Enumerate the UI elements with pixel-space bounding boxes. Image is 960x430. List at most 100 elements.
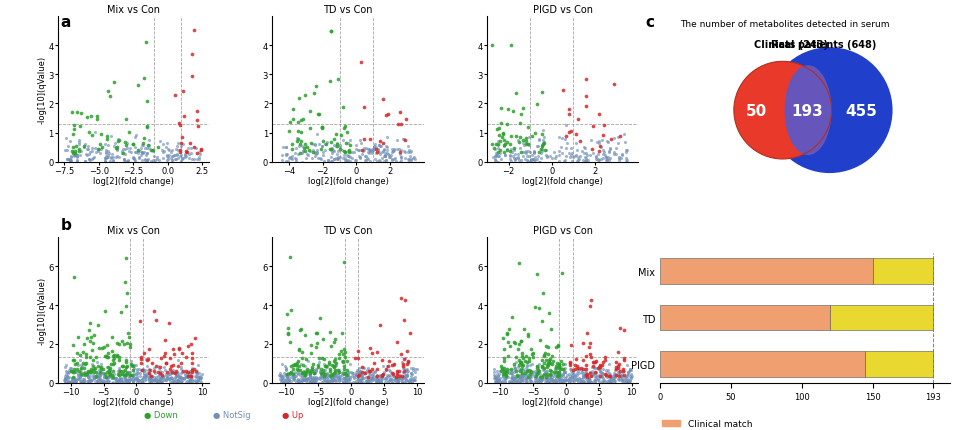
Point [60,367,76,374]
Point [329,143,345,150]
Point [99,373,114,380]
Point [117,372,132,378]
Point [353,371,369,378]
Point [133,356,149,362]
Point [187,373,203,380]
Point [149,377,164,384]
Point [160,157,176,163]
Point [549,375,564,381]
Point [276,375,292,382]
Point [578,369,593,376]
Point [302,370,318,377]
Point [341,149,356,156]
Point [284,154,300,160]
Point [348,371,364,378]
Point [58,375,73,382]
Point [178,372,193,378]
Point [348,355,363,362]
Point [272,372,287,379]
Point [594,369,610,376]
Point [282,377,298,384]
Point [191,375,206,381]
Point [587,377,602,384]
Point [512,157,527,164]
Point [72,374,87,381]
Point [300,375,315,382]
Point [339,378,354,384]
Point [294,377,309,384]
Point [358,157,373,164]
Point [141,138,156,144]
Point [184,364,200,371]
Point [151,157,166,164]
Point [105,367,120,374]
Point [143,158,158,165]
Point [370,376,385,383]
Point [84,356,100,363]
Point [80,374,95,381]
Point [379,147,395,154]
Point [491,377,506,384]
Point [334,370,349,377]
Point [101,374,116,381]
Point [557,377,572,384]
Point [306,379,322,386]
Point [118,378,133,385]
Point [528,373,543,380]
Point [309,340,324,347]
Point [552,369,567,376]
Point [562,375,577,382]
Point [606,375,621,382]
Point [602,374,617,381]
Point [274,375,289,381]
Point [544,376,560,383]
Point [297,144,312,151]
Point [497,371,513,378]
Point [144,147,159,154]
Point [102,372,117,379]
Point [295,349,310,356]
Point [614,378,630,385]
Point [496,137,512,144]
Point [602,371,617,378]
Point [579,353,594,360]
Point [99,369,114,375]
Point [484,141,499,148]
Point [69,369,84,376]
Point [528,374,543,381]
Point [101,89,116,95]
Point [548,379,564,386]
Point [563,362,578,369]
Point [169,369,184,375]
Point [93,132,108,138]
Point [516,372,532,378]
Point [620,378,636,385]
Point [536,138,551,144]
Point [330,367,346,374]
Point [67,379,83,386]
Point [492,150,507,157]
Point [581,157,596,164]
Point [123,372,138,378]
Point [601,361,616,368]
Point [158,144,174,150]
Point [578,158,593,165]
Point [533,146,548,153]
Point [151,362,166,369]
Point [365,375,380,381]
Point [194,371,209,378]
Point [64,148,80,155]
Bar [865,351,933,377]
Point [492,368,507,375]
Point [77,144,92,151]
Point [590,364,606,371]
Point [564,372,579,378]
Point [564,150,580,157]
Point [335,370,350,377]
Point [370,149,385,156]
Point [104,374,119,381]
Point [336,152,351,159]
Point [280,330,296,337]
Point [184,376,200,383]
Point [530,363,545,370]
